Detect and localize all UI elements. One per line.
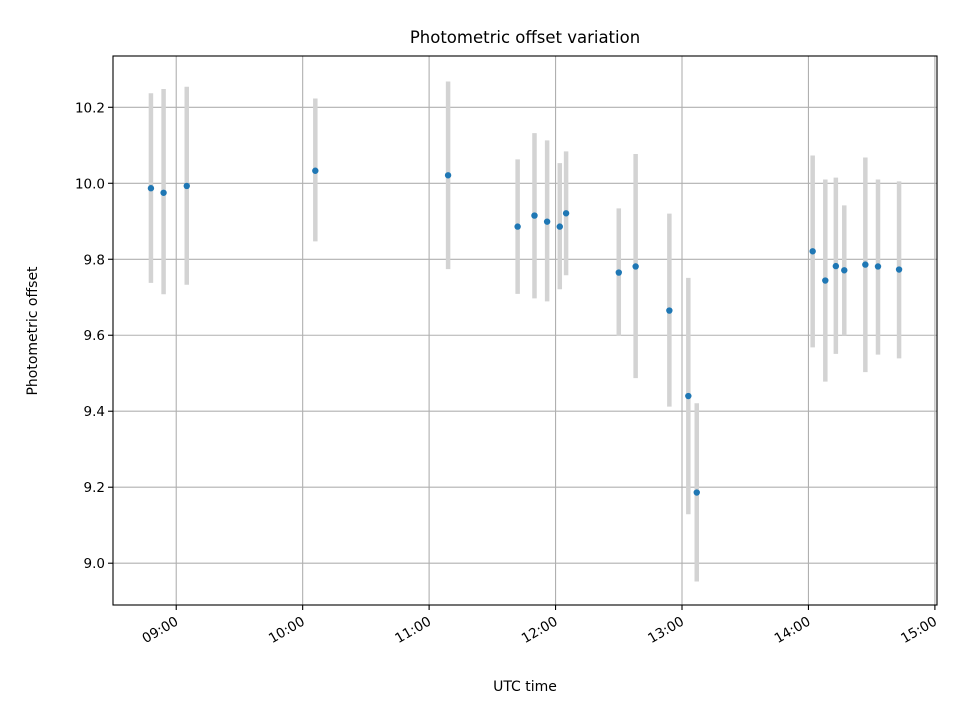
data-point — [160, 189, 167, 196]
data-point — [874, 263, 882, 270]
data-point — [862, 261, 869, 268]
data-point — [666, 307, 673, 314]
y-tick-label: 9.6 — [84, 328, 105, 344]
y-tick-label: 9.2 — [84, 480, 105, 496]
data-point — [615, 269, 622, 276]
y-tick-label: 9.4 — [84, 404, 105, 420]
y-tick-label: 9.0 — [84, 556, 105, 572]
data-point — [841, 267, 848, 274]
data-point — [147, 185, 155, 192]
data-point — [632, 263, 639, 270]
data-point — [543, 218, 551, 225]
data-point — [183, 182, 190, 190]
data-point — [832, 262, 840, 270]
y-tick-label: 10.0 — [75, 176, 105, 192]
data-point — [514, 223, 521, 230]
data-point — [531, 212, 538, 219]
chart-title: Photometric offset variation — [410, 28, 640, 47]
grid-lines — [113, 56, 937, 605]
data-markers — [147, 167, 903, 496]
data-point — [444, 172, 452, 179]
data-point — [809, 248, 816, 255]
y-axis-label: Photometric offset — [25, 266, 41, 396]
y-tick-label: 9.8 — [84, 252, 105, 268]
x-axis-label: UTC time — [493, 679, 557, 695]
data-point — [693, 489, 700, 496]
data-point — [685, 392, 692, 400]
data-point — [822, 277, 829, 284]
plot-frame — [112, 55, 938, 606]
data-point — [562, 210, 570, 217]
data-point — [556, 223, 563, 230]
y-axis-ticks: 9.0 9.2 9.4 9.6 9.8 10.0 10.2 — [75, 100, 113, 572]
y-tick-label: 10.2 — [75, 100, 105, 116]
data-point — [312, 167, 319, 174]
data-point — [895, 266, 903, 273]
